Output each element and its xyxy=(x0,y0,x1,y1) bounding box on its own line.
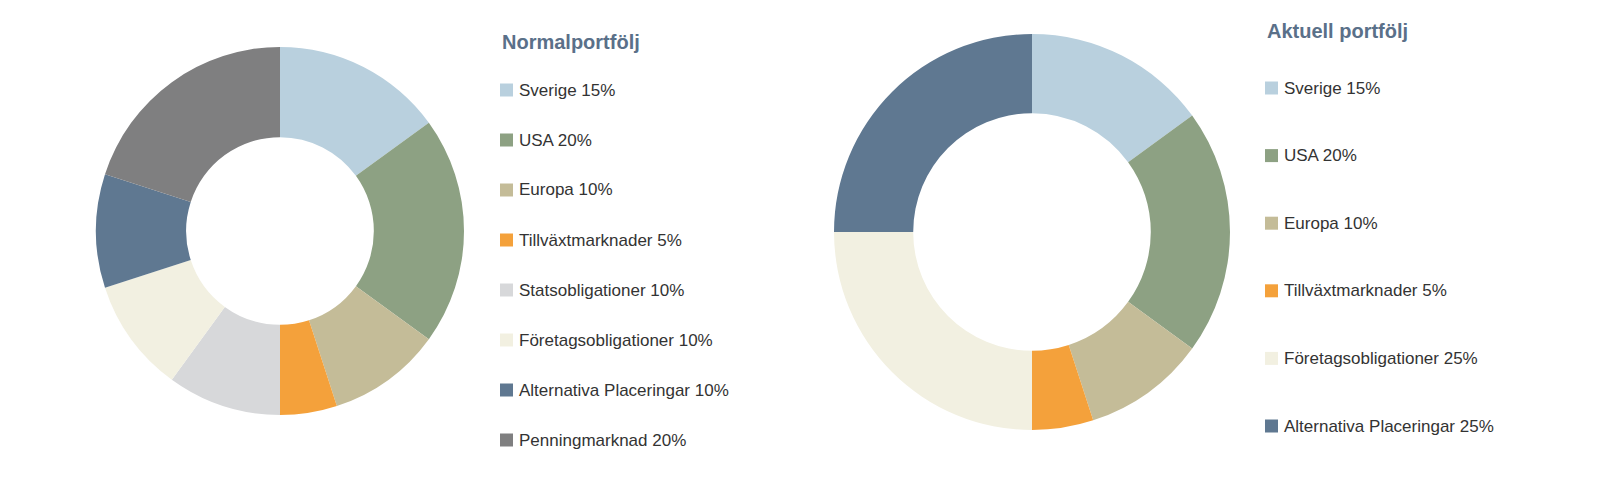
svg-text:Normalportfölj: Normalportfölj xyxy=(502,31,640,53)
svg-text:Aktuell portfölj: Aktuell portfölj xyxy=(1267,20,1408,42)
svg-text:Statsobligationer 10%: Statsobligationer 10% xyxy=(519,281,684,300)
svg-text:Penningmarknad 20%: Penningmarknad 20% xyxy=(519,431,686,450)
svg-text:Sverige 15%: Sverige 15% xyxy=(519,81,615,100)
svg-text:USA 20%: USA 20% xyxy=(1284,146,1357,165)
svg-text:Alternativa Placeringar 25%: Alternativa Placeringar 25% xyxy=(1284,417,1494,436)
svg-text:Europa 10%: Europa 10% xyxy=(519,180,613,199)
svg-text:Tillväxtmarknader 5%: Tillväxtmarknader 5% xyxy=(519,231,682,250)
svg-text:Sverige 15%: Sverige 15% xyxy=(1284,79,1380,98)
svg-text:Företagsobligationer 10%: Företagsobligationer 10% xyxy=(519,331,713,350)
svg-text:Tillväxtmarknader 5%: Tillväxtmarknader 5% xyxy=(1284,281,1447,300)
svg-text:USA 20%: USA 20% xyxy=(519,131,592,150)
svg-text:Företagsobligationer 25%: Företagsobligationer 25% xyxy=(1284,349,1478,368)
svg-text:Alternativa Placeringar 10%: Alternativa Placeringar 10% xyxy=(519,381,729,400)
svg-text:Europa 10%: Europa 10% xyxy=(1284,214,1378,233)
